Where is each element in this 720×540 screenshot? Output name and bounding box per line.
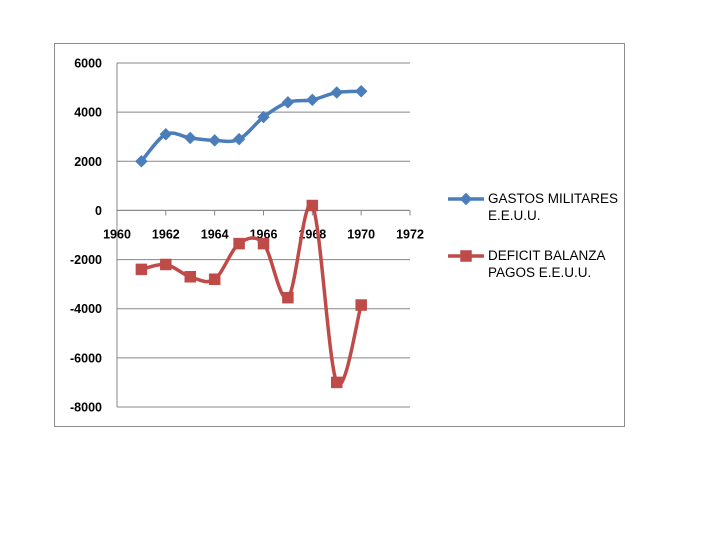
data-point <box>135 263 148 276</box>
data-point <box>306 199 319 212</box>
data-point <box>257 237 270 250</box>
data-point <box>257 110 270 124</box>
legend-label-line: GASTOS MILITARES <box>488 191 619 206</box>
y-tick-labels: 6000 4000 2000 0 -2000 -4000 -6000 -8000 <box>70 57 102 415</box>
series-group <box>135 84 368 389</box>
y-tick-label: 0 <box>95 204 102 218</box>
x-tick-label: 1972 <box>396 227 424 241</box>
data-point <box>135 154 148 168</box>
y-tick-label: -4000 <box>70 302 102 316</box>
series-1 <box>135 84 368 168</box>
x-tick-label: 1962 <box>152 227 180 241</box>
data-point <box>208 273 221 285</box>
data-point <box>208 134 222 147</box>
data-point <box>184 271 196 283</box>
legend-label-line: DEFICIT BALANZA <box>488 248 606 263</box>
chart-frame <box>54 43 625 427</box>
data-point <box>183 131 197 145</box>
data-point <box>282 291 294 304</box>
data-point <box>232 132 246 146</box>
axes <box>116 63 411 407</box>
data-point <box>160 258 172 271</box>
data-point <box>159 127 173 141</box>
x-tick-label: 1970 <box>347 227 375 241</box>
data-point <box>354 84 368 98</box>
y-tick-label: -6000 <box>70 351 102 365</box>
x-tick-label: 1960 <box>103 227 131 241</box>
series-2 <box>135 199 367 389</box>
y-tick-label: -2000 <box>70 253 102 267</box>
data-point <box>331 376 343 389</box>
legend-marker <box>459 192 473 206</box>
x-tick-label: 1964 <box>201 227 229 241</box>
series-line <box>140 89 362 163</box>
data-point <box>233 237 245 250</box>
legend-label-series-2: DEFICIT BALANZA PAGOS E.E.U.U. <box>488 247 638 281</box>
y-tick-label: 6000 <box>74 57 102 71</box>
legend-label-line: E.E.U.U. <box>488 208 541 223</box>
legend-marker <box>460 250 472 262</box>
y-tick-label: -8000 <box>70 401 102 415</box>
legend <box>448 192 484 262</box>
data-point <box>281 95 295 109</box>
y-tick-label: 4000 <box>74 106 102 120</box>
y-tick-label: 2000 <box>74 155 102 169</box>
data-point <box>305 93 319 107</box>
legend-label-line: PAGOS E.E.U.U. <box>488 265 592 280</box>
legend-label-series-1: GASTOS MILITARES E.E.U.U. <box>488 190 638 224</box>
data-point <box>355 299 367 311</box>
data-point <box>330 86 344 99</box>
